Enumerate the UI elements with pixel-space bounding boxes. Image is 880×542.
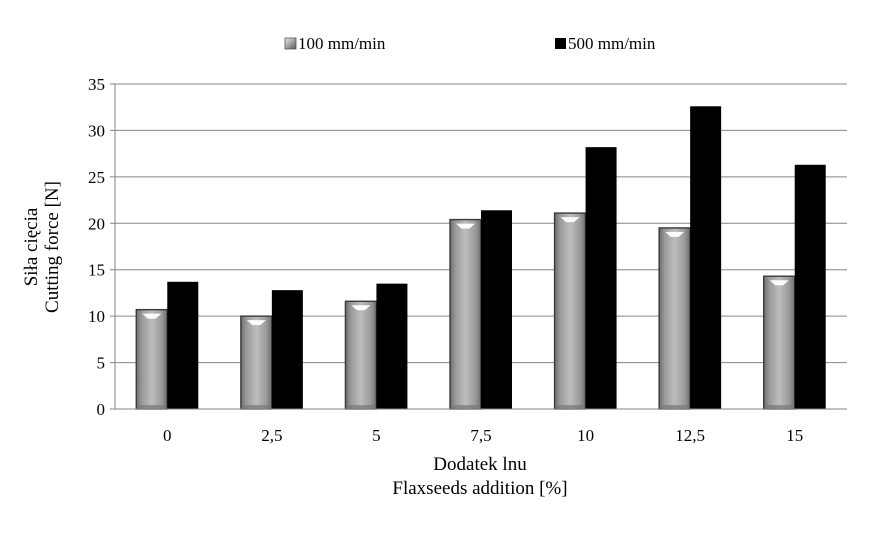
y-axis-title: Siła cięcia Cutting force [N] [21, 181, 63, 313]
bars [135, 106, 826, 410]
y-tick-label: 20 [88, 214, 105, 233]
x-tick-labels: 0 2,5 5 7,5 10 12,5 15 [163, 426, 803, 445]
y-tick-label: 15 [88, 261, 105, 280]
y-tick-label: 10 [88, 307, 105, 326]
bar-series-2 [794, 164, 826, 409]
y-tick-label: 35 [88, 75, 105, 94]
x-tick-label: 10 [577, 426, 594, 445]
bar-series-2 [271, 290, 303, 409]
bar-series-1 [135, 308, 168, 410]
legend-label-series-1: 100 mm/min [298, 34, 386, 53]
bar-series-1 [344, 300, 378, 410]
y-axis-title-line-2: Cutting force [N] [42, 181, 63, 313]
y-tick-label: 30 [88, 121, 105, 140]
bar-series-1 [449, 218, 482, 410]
y-tick-label: 25 [88, 168, 105, 187]
x-tick-label: 0 [163, 426, 172, 445]
y-axis-title-line-1: Siła cięcia [21, 207, 42, 286]
bar-series-2 [167, 281, 199, 409]
x-axis-title: Dodatek lnu Flaxseeds addition [%] [392, 454, 567, 499]
x-tick-label: 5 [372, 426, 381, 445]
bar-series-2 [376, 283, 408, 409]
y-tick-label: 5 [97, 354, 106, 373]
legend: 100 mm/min 500 mm/min [284, 34, 656, 53]
legend-label-series-2: 500 mm/min [568, 34, 656, 53]
x-axis-title-line-2: Flaxseeds addition [%] [392, 478, 567, 499]
bar-series-1 [658, 227, 691, 410]
legend-swatch-series-2 [555, 38, 566, 49]
legend-swatch-series-1 [284, 37, 297, 50]
x-tick-label: 7,5 [470, 426, 491, 445]
bar-series-1 [763, 275, 796, 410]
axes [114, 84, 847, 410]
bar-series-2 [585, 147, 617, 409]
bar-series-2 [690, 106, 722, 410]
x-tick-label: 2,5 [261, 426, 282, 445]
bar-series-1 [553, 212, 587, 410]
bar-series-2 [481, 210, 512, 409]
y-tick-label: 0 [97, 400, 106, 419]
x-tick-label: 12,5 [675, 426, 705, 445]
x-tick-label: 15 [786, 426, 803, 445]
bar-series-1 [240, 315, 273, 410]
x-axis-title-line-1: Dodatek lnu [433, 454, 527, 475]
y-tick-labels: 0 5 10 15 20 25 30 35 [88, 75, 115, 419]
